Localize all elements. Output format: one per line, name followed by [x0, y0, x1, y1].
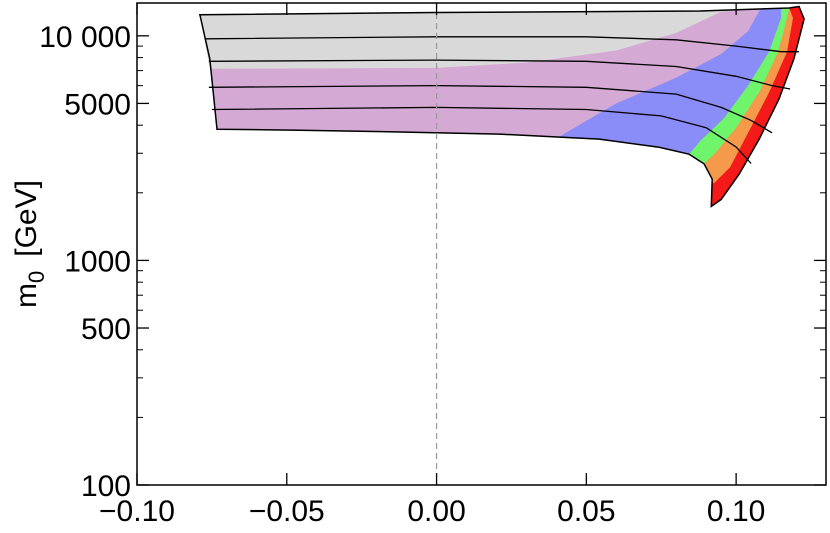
y-label-main: m	[10, 283, 43, 308]
x-tick-label: 0.05	[557, 495, 615, 528]
y-tick-label: 5000	[64, 88, 131, 121]
region-outline	[198, 5, 805, 208]
y-label-unit: [GeV]	[10, 180, 43, 257]
y-tick-label: 10 000	[39, 21, 131, 54]
y-axis-label: m0 [GeV]	[10, 180, 49, 308]
y-label-sub: 0	[24, 271, 49, 283]
contour-line	[208, 59, 791, 90]
y-tick-label: 1000	[64, 245, 131, 278]
x-tick-label: 0.00	[407, 495, 465, 528]
region	[199, 10, 737, 69]
x-tick-label: −0.10	[99, 495, 175, 528]
x-tick-label: −0.05	[249, 495, 325, 528]
x-tick-label: 0.10	[707, 495, 765, 528]
y-tick-label: 500	[81, 313, 131, 346]
plot-frame	[136, 2, 827, 486]
y-tick-label: 100	[81, 470, 131, 503]
